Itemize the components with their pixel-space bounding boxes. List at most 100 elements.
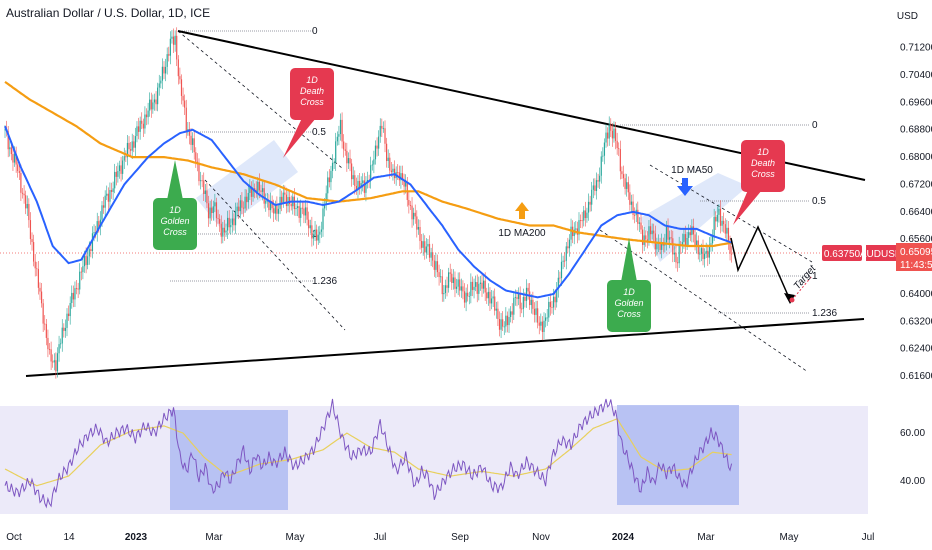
candle-body bbox=[637, 209, 639, 224]
candle-body bbox=[718, 208, 720, 215]
y-tick-label: 0.71200 bbox=[900, 43, 932, 54]
candle-body bbox=[185, 107, 187, 131]
candle-body bbox=[549, 301, 551, 308]
candle-body bbox=[651, 230, 653, 235]
candle-body bbox=[184, 100, 186, 108]
ma50-arrow bbox=[677, 178, 693, 196]
candle-body bbox=[37, 269, 39, 288]
candle-body bbox=[413, 212, 415, 220]
candle-body bbox=[330, 170, 332, 183]
candle-body bbox=[354, 175, 356, 186]
candle-body bbox=[322, 208, 324, 230]
candle-body bbox=[401, 173, 404, 181]
candle-body bbox=[436, 261, 439, 273]
candle-body bbox=[432, 252, 434, 261]
fib-left-0-label: 0 bbox=[312, 26, 318, 37]
candle-body bbox=[336, 136, 338, 142]
candle-body bbox=[659, 242, 661, 250]
candle-body bbox=[21, 192, 24, 194]
candle-body bbox=[343, 141, 345, 150]
candle-body bbox=[581, 220, 583, 222]
candle-body bbox=[643, 235, 645, 245]
target-marker bbox=[789, 297, 795, 303]
candle-body bbox=[263, 188, 265, 204]
candle-body bbox=[438, 272, 440, 278]
candle-body bbox=[424, 241, 426, 253]
candle-body bbox=[460, 286, 462, 291]
candle-body bbox=[495, 308, 497, 311]
candle-body bbox=[490, 298, 493, 304]
candle-body bbox=[18, 171, 20, 173]
candle-body bbox=[199, 180, 202, 182]
candle-body bbox=[157, 87, 159, 105]
candle-body bbox=[519, 294, 521, 309]
candle-body bbox=[619, 149, 621, 172]
candle-body bbox=[258, 181, 260, 191]
candle-body bbox=[290, 204, 292, 207]
candle-body bbox=[449, 272, 451, 274]
candle-body bbox=[101, 205, 103, 220]
candle-body bbox=[134, 136, 136, 148]
candle-body bbox=[60, 343, 62, 345]
candle-body bbox=[645, 235, 647, 240]
candle-body bbox=[257, 181, 259, 192]
candle-body bbox=[629, 192, 631, 205]
candle-body bbox=[58, 344, 60, 354]
candle-body bbox=[387, 157, 389, 162]
candle-body bbox=[164, 66, 167, 74]
candle-body bbox=[440, 276, 442, 278]
candle-body bbox=[147, 110, 149, 118]
candle-body bbox=[355, 185, 357, 191]
death-cross-callout-right-pointer bbox=[733, 190, 762, 225]
candle-body bbox=[463, 291, 466, 303]
candle-body bbox=[692, 226, 695, 235]
candle-body bbox=[206, 190, 208, 204]
candle-body bbox=[562, 260, 564, 262]
candle-body bbox=[626, 182, 628, 189]
candle-body bbox=[320, 229, 323, 232]
candle-body bbox=[225, 230, 227, 233]
candle-body bbox=[317, 234, 319, 241]
candle-body bbox=[560, 261, 563, 279]
candle-body bbox=[641, 229, 644, 245]
death-cross-callout-right-text-0: 1D bbox=[757, 147, 769, 157]
candle-body bbox=[405, 182, 407, 187]
trendline-lower bbox=[25, 318, 865, 377]
candle-body bbox=[646, 239, 648, 241]
candle-body bbox=[575, 228, 577, 230]
candle-body bbox=[444, 285, 447, 294]
candle-body bbox=[323, 205, 326, 209]
candle-body bbox=[20, 172, 22, 193]
candle-body bbox=[122, 160, 124, 174]
candle-body bbox=[497, 308, 499, 320]
candle-body bbox=[613, 128, 615, 139]
candle-body bbox=[494, 296, 496, 311]
candle-body bbox=[9, 147, 11, 150]
candle-body bbox=[568, 239, 571, 249]
candle-body bbox=[618, 148, 620, 150]
candle-body bbox=[344, 149, 346, 151]
candle-body bbox=[400, 173, 402, 181]
candle-body bbox=[69, 302, 71, 317]
dash-channel-lower-left bbox=[204, 179, 346, 331]
candle-body bbox=[239, 200, 241, 212]
candle-body bbox=[579, 220, 582, 221]
candle-body bbox=[529, 291, 531, 306]
candle-body bbox=[279, 196, 281, 209]
candle-body bbox=[319, 231, 321, 235]
candle-body bbox=[425, 246, 427, 253]
candle-body bbox=[506, 315, 509, 326]
candle-body bbox=[174, 35, 176, 45]
candle-body bbox=[638, 222, 641, 224]
candle-body bbox=[149, 99, 151, 111]
candle-body bbox=[242, 207, 245, 209]
candle-body bbox=[676, 262, 679, 264]
candle-body bbox=[227, 217, 229, 231]
candle-body bbox=[273, 208, 275, 214]
candle-body bbox=[301, 207, 303, 209]
candle-body bbox=[44, 323, 46, 325]
candle-body bbox=[117, 171, 119, 177]
